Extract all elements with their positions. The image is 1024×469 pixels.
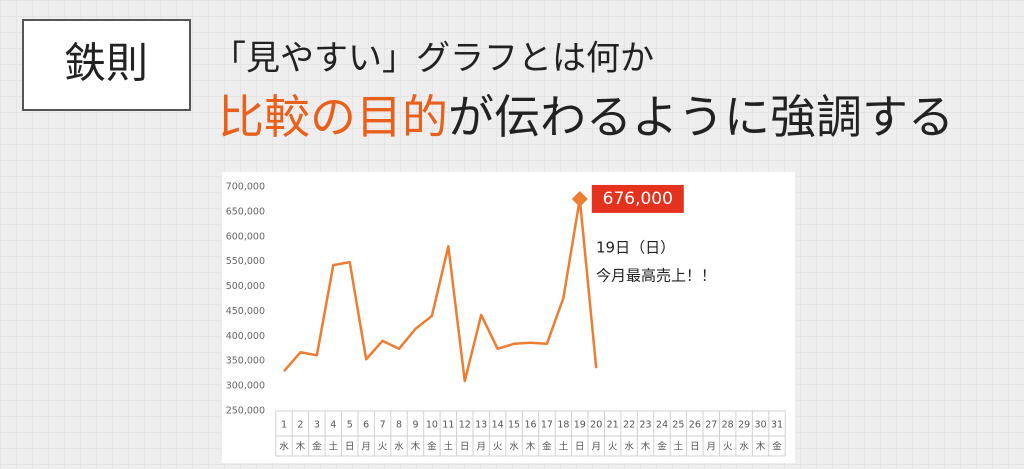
weekday-label: 土 — [444, 441, 454, 453]
weekday-label: 木 — [296, 441, 306, 453]
x-tick-label: 1 — [281, 420, 287, 431]
x-tick-label: 31 — [771, 420, 783, 431]
weekday-label: 日 — [575, 442, 585, 453]
badge-box — [22, 19, 191, 111]
x-tick-label: 8 — [396, 420, 402, 431]
x-tick-label: 28 — [722, 420, 734, 431]
weekday-label: 金 — [542, 441, 552, 453]
weekday-label: 火 — [378, 442, 388, 453]
x-tick-label: 27 — [705, 420, 717, 431]
headline-part: が伝わるように強調する — [448, 90, 954, 144]
y-tick-label: 550,000 — [226, 256, 265, 267]
y-tick-label: 700,000 — [226, 182, 265, 193]
weekday-label: 月 — [361, 442, 371, 453]
weekday-label: 月 — [476, 442, 486, 453]
x-tick-label: 12 — [459, 420, 471, 431]
weekday-label: 金 — [657, 441, 667, 453]
y-tick-label: 300,000 — [226, 381, 265, 392]
weekday-label: 木 — [411, 441, 421, 453]
x-tick-label: 4 — [330, 420, 336, 431]
x-tick-label: 22 — [623, 420, 635, 431]
weekday-label: 金 — [312, 441, 322, 453]
x-tick-label: 2 — [297, 420, 303, 431]
subtitle: 「見やすい」グラフとは何か — [212, 39, 654, 79]
weekday-label: 火 — [493, 442, 503, 453]
weekday-label: 日 — [690, 442, 700, 453]
weekday-label: 木 — [641, 441, 651, 453]
x-tick-label: 10 — [426, 420, 438, 431]
x-tick-label: 14 — [492, 420, 504, 431]
weekday-label: 月 — [707, 442, 717, 453]
y-tick-label: 450,000 — [226, 306, 265, 317]
weekday-label: 日 — [345, 442, 355, 453]
x-tick-label: 23 — [639, 420, 651, 431]
weekday-label: 木 — [756, 441, 766, 453]
x-tick-label: 17 — [541, 420, 553, 431]
y-tick-label: 650,000 — [226, 206, 265, 217]
x-tick-label: 6 — [363, 420, 369, 431]
annotation: 今月最高売上！！ — [596, 267, 716, 285]
x-tick-label: 24 — [656, 420, 668, 431]
x-tick-label: 3 — [314, 420, 320, 431]
weekday-label: 火 — [608, 442, 618, 453]
marker — [571, 190, 588, 207]
weekday-label: 日 — [460, 442, 470, 453]
x-tick-label: 9 — [412, 420, 418, 431]
value-label: 676,000 — [603, 189, 673, 209]
weekday-label: 金 — [772, 441, 782, 453]
weekday-label: 水 — [739, 441, 749, 453]
headline: 比較の目的が伝わるように強調する — [218, 90, 954, 144]
chart-area — [222, 172, 795, 463]
x-tick-label: 29 — [738, 420, 750, 431]
x-tick-label: 5 — [347, 420, 353, 431]
weekday-label: 木 — [526, 441, 536, 453]
y-tick-label: 350,000 — [226, 356, 265, 367]
weekday-label: 水 — [624, 441, 634, 453]
weekday-label: 火 — [723, 442, 733, 453]
x-tick-label: 16 — [524, 420, 536, 431]
y-tick-label: 600,000 — [226, 231, 265, 242]
badge: 鉄則 — [64, 39, 148, 88]
line — [283, 197, 598, 383]
x-tick-label: 13 — [475, 420, 487, 431]
x-tick-label: 26 — [689, 420, 701, 431]
weekday-label: 月 — [591, 442, 601, 453]
x-tick-label: 15 — [508, 420, 520, 431]
annotation: 19日（日） — [596, 239, 675, 257]
weekday-label: 水 — [394, 441, 404, 453]
weekday-label: 土 — [674, 441, 684, 453]
x-tick-label: 18 — [557, 420, 569, 431]
x-tick-label: 20 — [590, 420, 602, 431]
x-tick-label: 11 — [442, 420, 454, 431]
x-tick-label: 19 — [574, 420, 586, 431]
weekday-label: 土 — [559, 441, 569, 453]
weekday-label: 水 — [279, 441, 289, 453]
weekday-label: 土 — [329, 441, 339, 453]
x-tick-label: 7 — [380, 420, 386, 431]
headline-part: 比較の目的 — [218, 90, 448, 144]
x-tick-label: 25 — [672, 420, 684, 431]
y-tick-label: 250,000 — [226, 406, 265, 417]
weekday-label: 水 — [509, 441, 519, 453]
x-tick-label: 30 — [755, 420, 767, 431]
weekday-label: 金 — [427, 441, 437, 453]
x-tick-label: 21 — [607, 420, 619, 431]
value-label-box — [591, 184, 684, 213]
y-tick-label: 400,000 — [226, 331, 265, 342]
y-tick-label: 500,000 — [226, 281, 265, 292]
